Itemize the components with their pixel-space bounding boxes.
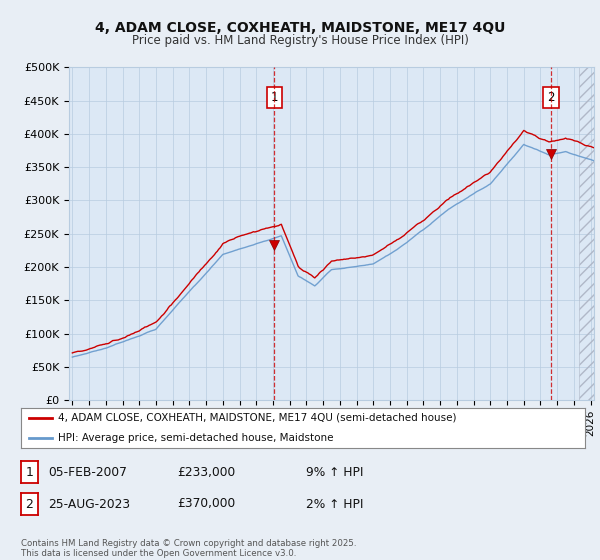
Text: 4, ADAM CLOSE, COXHEATH, MAIDSTONE, ME17 4QU (semi-detached house): 4, ADAM CLOSE, COXHEATH, MAIDSTONE, ME17… [58,413,456,423]
Text: 2: 2 [548,91,555,104]
Text: 9% ↑ HPI: 9% ↑ HPI [306,465,364,479]
Text: 1: 1 [271,91,278,104]
Text: Contains HM Land Registry data © Crown copyright and database right 2025.
This d: Contains HM Land Registry data © Crown c… [21,539,356,558]
Text: 4, ADAM CLOSE, COXHEATH, MAIDSTONE, ME17 4QU: 4, ADAM CLOSE, COXHEATH, MAIDSTONE, ME17… [95,21,505,35]
Text: £233,000: £233,000 [177,465,235,479]
Text: £370,000: £370,000 [177,497,235,511]
Text: HPI: Average price, semi-detached house, Maidstone: HPI: Average price, semi-detached house,… [58,433,333,443]
Text: 05-FEB-2007: 05-FEB-2007 [48,465,127,479]
Text: 25-AUG-2023: 25-AUG-2023 [48,497,130,511]
Text: Price paid vs. HM Land Registry's House Price Index (HPI): Price paid vs. HM Land Registry's House … [131,34,469,46]
Text: 2% ↑ HPI: 2% ↑ HPI [306,497,364,511]
Text: 1: 1 [25,465,34,479]
Text: 2: 2 [25,497,34,511]
